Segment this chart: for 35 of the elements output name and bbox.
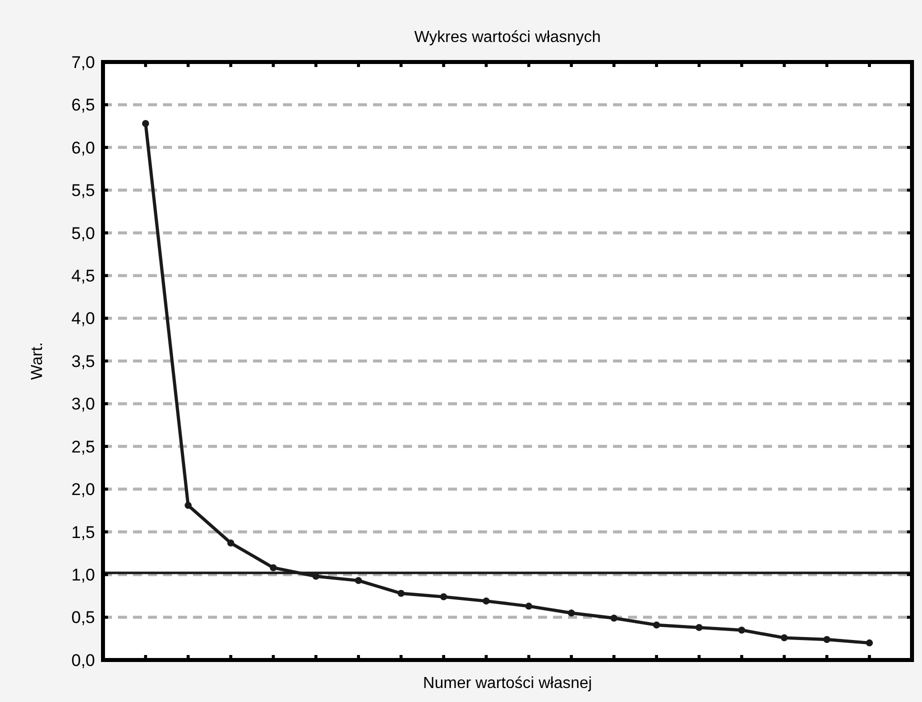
point <box>270 564 277 572</box>
point <box>866 639 873 646</box>
point <box>823 636 830 643</box>
y-tick-label: 6,0 <box>71 138 95 158</box>
y-tick-label: 5,0 <box>71 224 95 243</box>
y-tick-label: 4,5 <box>71 266 95 286</box>
point <box>142 120 150 128</box>
y-tick-label: 5,5 <box>71 181 95 200</box>
y-tick-label: 1,5 <box>71 522 95 542</box>
chart-title: Wykres wartości własnych <box>414 29 601 46</box>
y-tick-label: 2,5 <box>71 437 95 456</box>
x-axis-title: Numer wartości własnej <box>423 675 592 692</box>
point <box>738 626 746 634</box>
point <box>354 577 362 584</box>
y-tick-label: 2,0 <box>71 480 95 500</box>
y-tick-label: 1,0 <box>71 566 95 585</box>
y-tick-label: 3,5 <box>71 352 95 371</box>
point <box>568 610 575 617</box>
point <box>227 539 234 546</box>
point <box>696 624 703 632</box>
y-tick-label: 3,0 <box>71 394 95 414</box>
point <box>482 598 490 605</box>
point <box>610 614 618 622</box>
y-tick-label: 7,0 <box>71 52 95 72</box>
point <box>780 634 788 642</box>
y-axis-title: Wart. <box>29 342 46 380</box>
y-tick-label: 6,5 <box>71 96 95 115</box>
point <box>184 502 192 509</box>
point <box>440 593 448 600</box>
point <box>398 590 405 597</box>
y-tick-label: 0,5 <box>71 608 95 628</box>
point <box>525 602 532 610</box>
point <box>653 621 660 628</box>
y-tick-label: 0,0 <box>71 650 95 670</box>
y-tick-label: 4,0 <box>71 309 95 328</box>
